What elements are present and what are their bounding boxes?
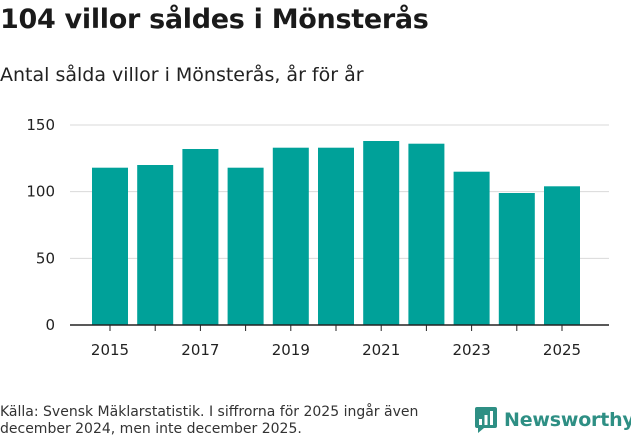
bar-2017 [182,149,219,325]
x-tick-label: 2025 [543,341,581,359]
x-tick-label: 2021 [362,341,400,359]
brand: Newsworthy [474,406,631,434]
newsworthy-logo-icon [475,407,497,433]
y-tick-label: 100 [26,183,55,201]
x-tick-label: 2017 [181,341,219,359]
bar-2016 [137,165,174,325]
bar-2019 [272,147,309,325]
y-tick-label: 150 [26,116,55,134]
y-tick-label: 50 [36,249,55,267]
y-axis-ticks: 0 50 100 150 [26,116,55,334]
x-tick-label: 2023 [453,341,491,359]
chart-title: 104 villor såldes i Mönsterås [0,4,429,35]
bar-2020 [318,147,354,325]
bar-2024 [498,193,535,325]
bar-2023 [453,171,490,325]
brand-name: Newsworthy [504,409,631,431]
bar-2015 [92,167,128,325]
bar-2021 [363,141,400,325]
bar-2018 [227,167,264,325]
bar-2022 [408,143,445,325]
bar-2025 [544,186,580,325]
chart-subtitle: Antal sålda villor i Mönsterås, år för å… [0,64,364,86]
y-tick-label: 0 [45,316,55,334]
source-note: Källa: Svensk Mäklarstatistik. I siffror… [0,404,419,437]
x-tick-label: 2019 [272,341,310,359]
x-axis: 2015 2017 2019 2021 2023 2025 [70,324,609,359]
bar-chart: 0 50 100 150 2015 2017 2019 2021 2023 2025 [26,116,609,359]
bars [92,141,580,325]
x-tick-label: 2015 [91,341,129,359]
